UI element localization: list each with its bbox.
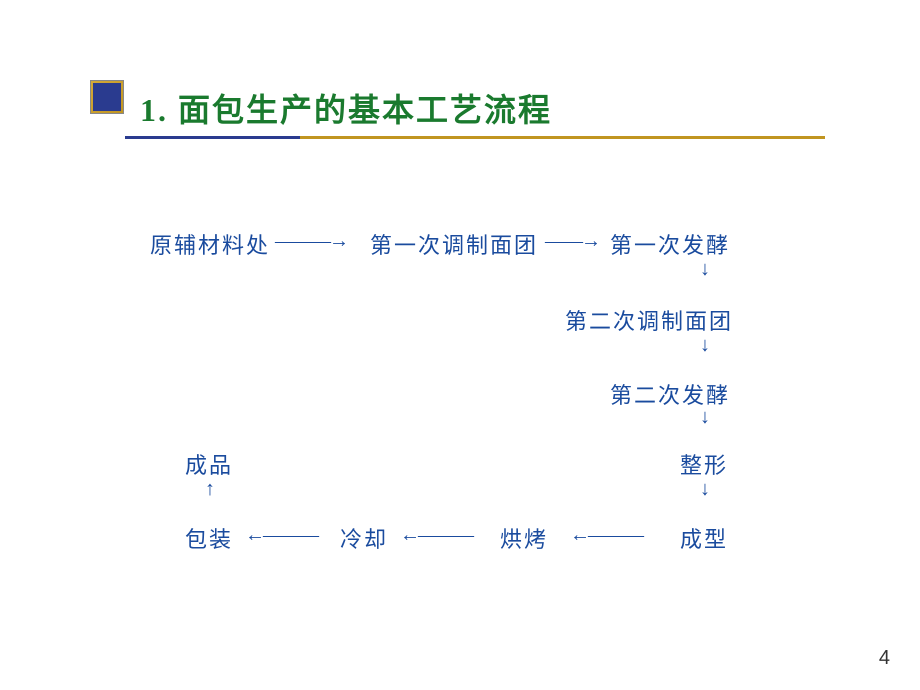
arrow-down-3: ↓ — [695, 406, 715, 429]
node-packaging: 包装 — [185, 522, 233, 554]
page-number: 4 — [879, 647, 890, 670]
flowchart: 原辅材料处 第一次调制面团 第一次发酵 第二次调制面团 第二次发酵 整形 成型 … — [0, 0, 920, 690]
arrow-down-2: ↓ — [695, 334, 715, 357]
node-raw-materials: 原辅材料处 — [150, 228, 270, 260]
node-shaping: 整形 — [680, 448, 728, 480]
node-baking: 烘烤 — [500, 522, 548, 554]
node-molding: 成型 — [680, 522, 728, 554]
arrow-right-1: ———→ — [275, 230, 347, 232]
node-first-ferment: 第一次发酵 — [610, 228, 730, 260]
arrow-left-1: ←——— — [570, 524, 642, 526]
arrow-down-1: ↓ — [695, 258, 715, 281]
arrow-up-1: ↑ — [200, 478, 220, 501]
node-product: 成品 — [185, 448, 233, 480]
arrow-right-2: ——→ — [545, 230, 599, 232]
node-first-dough: 第一次调制面团 — [370, 228, 538, 260]
arrow-left-2: ←——— — [400, 524, 472, 526]
arrow-left-3: ←——— — [245, 524, 317, 526]
node-cooling: 冷却 — [340, 522, 388, 554]
node-second-dough: 第二次调制面团 — [565, 304, 733, 336]
arrow-down-4: ↓ — [695, 478, 715, 501]
